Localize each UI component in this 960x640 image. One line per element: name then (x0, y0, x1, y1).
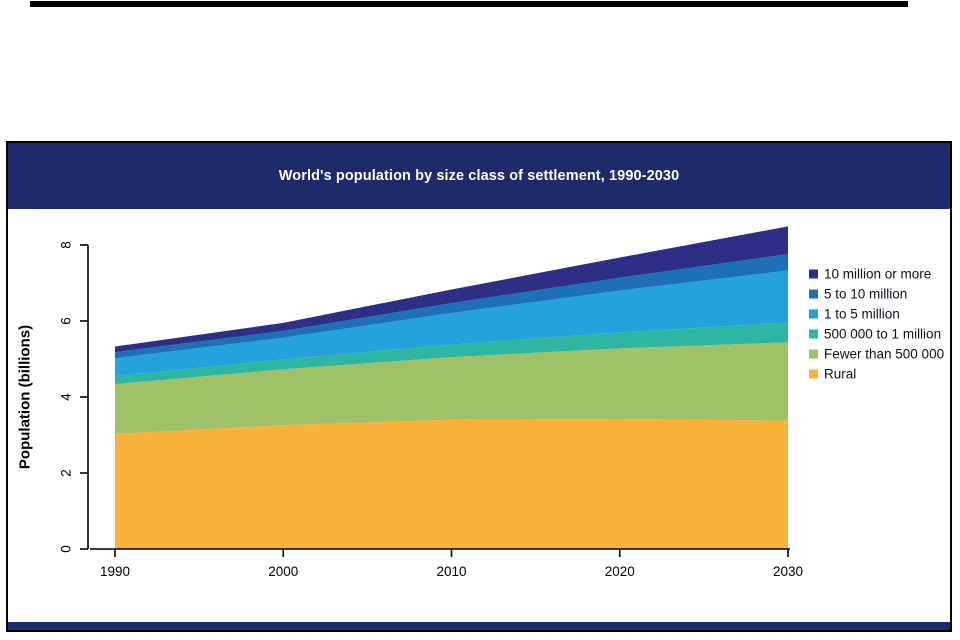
legend-item-500-000-to-1-million: 500 000 to 1 million (809, 327, 941, 342)
chart-title-bar: World's population by size class of sett… (8, 143, 950, 209)
stacked-area-chart: 1990 2000 2010 2020 2030 0 2 4 6 8 Population (bil… (17, 226, 944, 579)
area-1-to-5-million (115, 270, 788, 377)
y-tick-label-2: 2 (59, 469, 74, 477)
legend-label-10-million-or-more: 10 million or more (824, 267, 931, 282)
bottom-bar (8, 622, 950, 630)
legend-swatch-fewer-than-500-000 (809, 349, 818, 359)
area-500-000-to-1-million (115, 322, 788, 385)
legend-label-1-to-5-million: 1 to 5 million (824, 307, 900, 322)
top-rule (30, 1, 908, 7)
legend-swatch-10-million-or-more (809, 269, 818, 279)
y-axis-title: Population (billions) (17, 325, 34, 469)
x-tick-label-2030: 2030 (773, 564, 803, 579)
legend-item-fewer-than-500-000: Fewer than 500 000 (809, 347, 944, 362)
legend-item-1-to-5-million: 1 to 5 million (809, 307, 900, 322)
x-tick-label-2020: 2020 (605, 564, 635, 579)
legend-swatch-5-to-10-million (809, 289, 818, 299)
legend-swatch-rural (809, 369, 818, 379)
chart-title: World's population by size class of sett… (278, 168, 680, 184)
area-5-to-10-million (115, 254, 788, 359)
legend-label-5-to-10-million: 5 to 10 million (824, 287, 907, 302)
legend-item-10-million-or-more: 10 million or more (809, 267, 931, 282)
area-fewer-than-500-000 (115, 342, 788, 434)
legend-item-5-to-10-million: 5 to 10 million (809, 287, 907, 302)
area-10-million-or-more (115, 226, 788, 353)
x-tick-label-1990: 1990 (100, 564, 130, 579)
chart-area: 1990 2000 2010 2020 2030 0 2 4 6 8 Population (bil… (8, 209, 950, 622)
y-tick-label-4: 4 (59, 393, 74, 401)
legend-label-fewer-than-500-000: Fewer than 500 000 (824, 347, 944, 362)
y-tick-label-0: 0 (59, 545, 74, 553)
report-panel: World's population by size class of sett… (6, 141, 952, 632)
area-rural (115, 419, 788, 549)
x-tick-label-2000: 2000 (268, 564, 298, 579)
y-tick-label-8: 8 (59, 241, 74, 249)
legend-label-500-000-to-1-million: 500 000 to 1 million (824, 327, 941, 342)
legend-swatch-500-000-to-1-million (809, 329, 818, 339)
x-tick-label-2010: 2010 (436, 564, 466, 579)
y-tick-label-6: 6 (59, 317, 74, 325)
legend-label-rural: Rural (824, 367, 856, 382)
legend-swatch-1-to-5-million (809, 309, 818, 319)
legend-item-rural: Rural (809, 367, 856, 382)
